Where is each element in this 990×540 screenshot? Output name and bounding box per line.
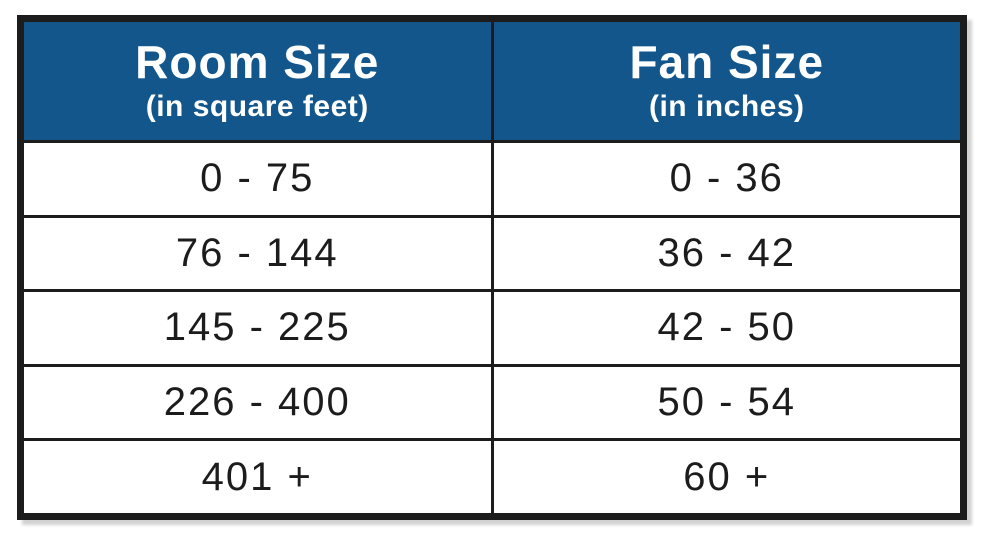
- table-row: 226 - 400 50 - 54: [21, 363, 963, 442]
- room-size-value: 76 - 144: [21, 214, 494, 293]
- room-size-value: 401 +: [21, 438, 494, 516]
- room-size-title: Room Size: [135, 35, 380, 88]
- room-size-value: 0 - 75: [21, 140, 494, 218]
- fan-size-value: 42 - 50: [490, 289, 963, 367]
- fan-size-subtitle: (in inches): [648, 89, 805, 123]
- fan-size-value: 60 +: [490, 438, 963, 516]
- header-cell-room-size: Room Size (in square feet): [21, 19, 494, 143]
- room-size-value: 226 - 400: [21, 363, 494, 442]
- fan-size-value: 36 - 42: [490, 214, 963, 293]
- header-cell-fan-size: Fan Size (in inches): [490, 19, 963, 143]
- table-row: 145 - 225 42 - 50: [21, 289, 963, 367]
- room-size-subtitle: (in square feet): [145, 89, 369, 123]
- header-row: Room Size (in square feet) Fan Size (in …: [21, 19, 963, 143]
- room-size-value: 145 - 225: [21, 289, 494, 367]
- table-row: 0 - 75 0 - 36: [21, 140, 963, 218]
- fan-size-table-container: Room Size (in square feet) Fan Size (in …: [17, 15, 967, 520]
- fan-size-value: 50 - 54: [490, 363, 963, 442]
- fan-size-table: Room Size (in square feet) Fan Size (in …: [21, 19, 963, 516]
- fan-size-title: Fan Size: [629, 35, 825, 88]
- table-row: 76 - 144 36 - 42: [21, 214, 963, 293]
- table-row: 401 + 60 +: [21, 438, 963, 516]
- fan-size-value: 0 - 36: [490, 140, 963, 218]
